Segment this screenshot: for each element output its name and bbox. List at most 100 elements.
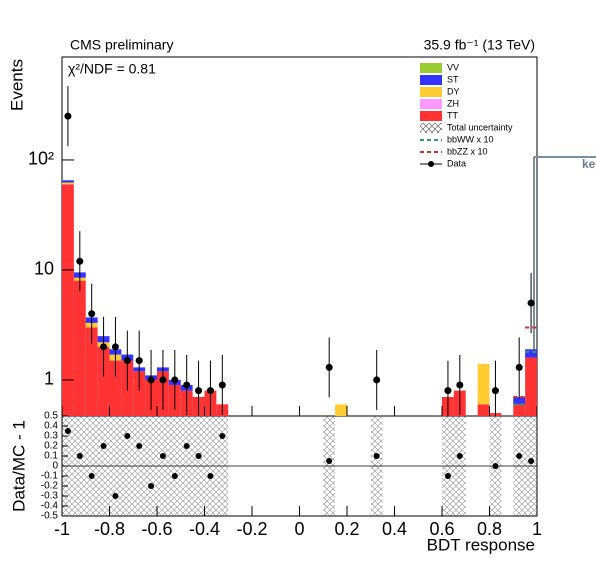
legend-label: TT (447, 110, 458, 120)
histogram-bar (477, 363, 490, 405)
histogram-bar (97, 346, 110, 416)
ratio-point (528, 458, 535, 464)
ratio-y-tick-label: -0.1 (41, 471, 59, 482)
histogram-bar (73, 280, 86, 416)
legend-label: ST (447, 74, 459, 84)
ratio-y-tick-label: 0.2 (44, 441, 58, 452)
data-point (206, 387, 214, 395)
ratio-point (124, 433, 131, 439)
data-point (325, 363, 333, 371)
x-tick-label: 0.6 (429, 519, 454, 539)
x-tick-label: -0.4 (189, 519, 220, 539)
data-point (444, 387, 452, 395)
lumi-label: 35.9 fb⁻¹ (13 TeV) (424, 37, 535, 53)
data-point (183, 381, 191, 389)
ratio-y-tick-label: -0.2 (41, 481, 59, 492)
ratio-point (100, 443, 107, 449)
data-point (135, 357, 143, 365)
ratio-point (456, 453, 463, 459)
ratio-point (136, 443, 143, 449)
ratio-point (183, 443, 190, 449)
histogram-bar (525, 349, 537, 358)
y-tick-label: 10² (28, 149, 54, 169)
histogram-bar (133, 371, 146, 416)
x-tick-label: 0.4 (382, 519, 407, 539)
ratio-point (148, 483, 155, 489)
ratio-point (159, 453, 166, 459)
ratio-y-tick-label: -0.3 (41, 491, 59, 502)
ratio-point (88, 473, 95, 479)
ratio-point (64, 428, 71, 434)
legend-swatch (420, 75, 442, 85)
ratio-point (373, 453, 380, 459)
legend-label: bbWW x 10 (447, 134, 494, 144)
x-tick-label: -0.2 (236, 519, 267, 539)
y-tick-label: 1 (44, 369, 54, 389)
x-axis-label: BDT response (427, 535, 535, 554)
ratio-point (492, 463, 499, 469)
ratio-point (76, 453, 83, 459)
ratio-y-tick-label: -0.5 (41, 511, 59, 522)
legend-swatch (420, 111, 442, 121)
chi2-label: χ²/NDF = 0.81 (68, 61, 156, 77)
histogram-bar (109, 360, 122, 416)
y-tick-label: 10 (34, 259, 54, 279)
data-point (218, 381, 226, 389)
legend-swatch (420, 123, 442, 133)
histogram-bar (477, 404, 490, 416)
legend-label: VV (447, 62, 459, 72)
ratio-point (516, 453, 523, 459)
y-axis-label: Events (7, 59, 26, 111)
ratio-y-label: Data/MC - 1 (9, 420, 28, 512)
histogram-bar (513, 396, 526, 405)
ratio-point (195, 453, 202, 459)
legend-label: DY (447, 86, 460, 96)
legend-swatch (428, 161, 434, 167)
ratio-y-tick-label: 0.4 (44, 421, 58, 432)
x-tick-label: 0 (294, 519, 304, 539)
ratio-y-tick-label: 0.3 (44, 431, 58, 442)
ratio-point (219, 433, 226, 439)
ratio-point (171, 473, 178, 479)
data-point (88, 310, 96, 318)
histogram-bar (513, 404, 526, 416)
legend-swatch (420, 87, 442, 97)
data-point (64, 112, 72, 120)
data-point (456, 381, 464, 389)
legend-label: bbZZ x 10 (447, 146, 488, 156)
histogram-bar (62, 180, 74, 183)
data-point (147, 376, 155, 384)
data-point (171, 376, 179, 384)
x-tick-label: 0.8 (477, 519, 502, 539)
data-point (491, 387, 499, 395)
legend-label: Data (447, 158, 466, 168)
x-tick-label: 0.2 (334, 519, 359, 539)
ratio-y-tick-label: 0.5 (44, 411, 58, 422)
histogram-bar (62, 184, 74, 416)
legend-swatch (420, 99, 442, 109)
data-point (195, 387, 203, 395)
x-tick-label: -1 (54, 519, 70, 539)
x-tick-label: -0.6 (141, 519, 172, 539)
x-tick-label: 1 (532, 519, 542, 539)
legend-label: ZH (447, 98, 459, 108)
ratio-y-tick-label: 0 (52, 461, 58, 472)
histogram-bar (85, 327, 98, 416)
data-point (111, 343, 119, 351)
ratio-y-tick-label: -0.4 (41, 501, 59, 512)
data-point (123, 357, 131, 365)
ratio-point (112, 493, 119, 499)
histogram-bar (62, 182, 74, 185)
overlay-line (533, 156, 596, 416)
data-point (373, 376, 381, 384)
data-point (100, 343, 108, 351)
legend-swatch (420, 63, 442, 73)
ratio-point (207, 473, 214, 479)
ratio-y-tick-label: 0.1 (44, 451, 58, 462)
data-point (527, 299, 535, 307)
overlay-text: ke (582, 157, 596, 171)
cms-label: CMS preliminary (70, 37, 173, 53)
data-point (159, 376, 167, 384)
legend-label: Total uncertainty (447, 122, 513, 132)
